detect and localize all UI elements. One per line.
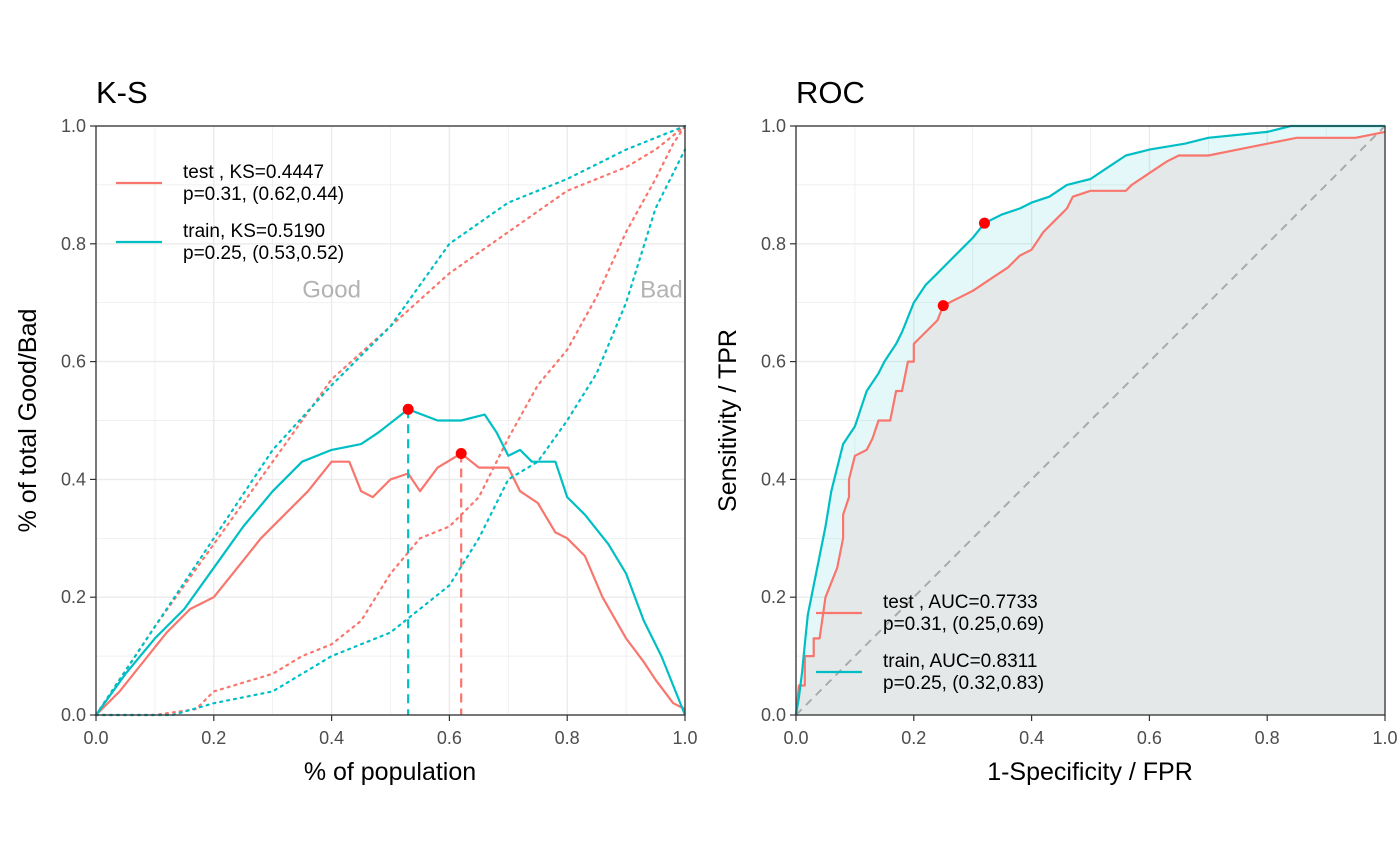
- y-tick-label: 0.4: [61, 469, 86, 489]
- region-label-good: Good: [302, 276, 361, 303]
- train-legend-label: p=0.25, (0.53,0.52): [183, 243, 344, 264]
- y-tick-label: 0.8: [61, 234, 86, 254]
- x-tick-label: 1.0: [1372, 728, 1397, 748]
- test-ks-point: [455, 447, 467, 459]
- x-tick-label: 0.0: [783, 728, 808, 748]
- test-cum-good-line: [94, 124, 687, 717]
- train-cum-good-line: [94, 124, 687, 717]
- x-tick-label: 0.6: [437, 728, 462, 748]
- y-tick-label: 0.0: [761, 705, 786, 725]
- x-axis-title: % of population: [304, 758, 476, 786]
- test-auc-area: [796, 131, 1385, 715]
- train-ks-line: [95, 408, 687, 716]
- train-legend-label: train, KS=0.5190: [183, 221, 325, 242]
- test-legend-label: test , AUC=0.7733: [883, 592, 1038, 613]
- x-tick-label: 0.2: [901, 728, 926, 748]
- y-tick-label: 1.0: [761, 116, 786, 136]
- x-axis-title: 1-Specificity / FPR: [987, 758, 1193, 786]
- region-label-bad: Bad: [640, 276, 683, 303]
- panel-border: [95, 125, 686, 716]
- x-tick-label: 0.8: [555, 728, 580, 748]
- x-tick-label: 0.2: [201, 728, 226, 748]
- test-legend-label: p=0.31, (0.62,0.44): [183, 184, 344, 205]
- x-tick-label: 0.8: [1255, 728, 1280, 748]
- y-tick-label: 0.6: [761, 352, 786, 372]
- train-roc-line: [794, 124, 1385, 716]
- roc-panel: 0.0 0.2 0.4 0.6 0.8 1.0 0.0 0.2 0.4 0.6 0.8 1.0 ROC 1…: [714, 75, 1398, 786]
- x-tick-label: 0.0: [83, 728, 108, 748]
- train-ks-point: [402, 403, 414, 415]
- y-tick-label: 0.2: [761, 587, 786, 607]
- y-tick-label: 0.6: [61, 352, 86, 372]
- train-legend-label: p=0.25, (0.32,0.83): [883, 673, 1044, 694]
- x-tick-label: 0.6: [1137, 728, 1162, 748]
- y-tick-label: 0.4: [761, 469, 786, 489]
- test-roc-point: [937, 300, 949, 312]
- train-auc-band: [796, 126, 1385, 715]
- y-tick-label: 1.0: [61, 116, 86, 136]
- panel-title: K-S: [96, 75, 148, 110]
- x-tick-label: 0.4: [1019, 728, 1044, 748]
- y-axis-title: % of total Good/Bad: [14, 309, 42, 533]
- test-ks-line: [95, 452, 686, 716]
- y-axis-title: Sensitivity / TPR: [714, 329, 742, 512]
- test-roc-line: [794, 130, 1386, 716]
- x-tick-label: 1.0: [672, 728, 697, 748]
- y-tick-label: 0.2: [61, 587, 86, 607]
- ks-panel: Good Bad 0.0 0.2 0.4 0.6 0.8 1.0 0.0 0.2 0.4 0.6 0.8…: [14, 75, 698, 786]
- gridlines: [95, 125, 686, 716]
- panel-title: ROC: [796, 75, 865, 110]
- x-tick-label: 0.4: [319, 728, 344, 748]
- train-roc-point: [978, 217, 990, 229]
- y-tick-label: 0.8: [761, 234, 786, 254]
- test-legend-label: p=0.31, (0.25,0.69): [883, 614, 1044, 635]
- train-cum-bad-line: [94, 148, 687, 717]
- test-legend-label: test , KS=0.4447: [183, 162, 324, 183]
- panel-border: [795, 125, 1386, 716]
- y-tick-label: 0.0: [61, 705, 86, 725]
- test-cum-bad-line: [94, 124, 687, 717]
- train-legend-label: train, AUC=0.8311: [883, 651, 1037, 672]
